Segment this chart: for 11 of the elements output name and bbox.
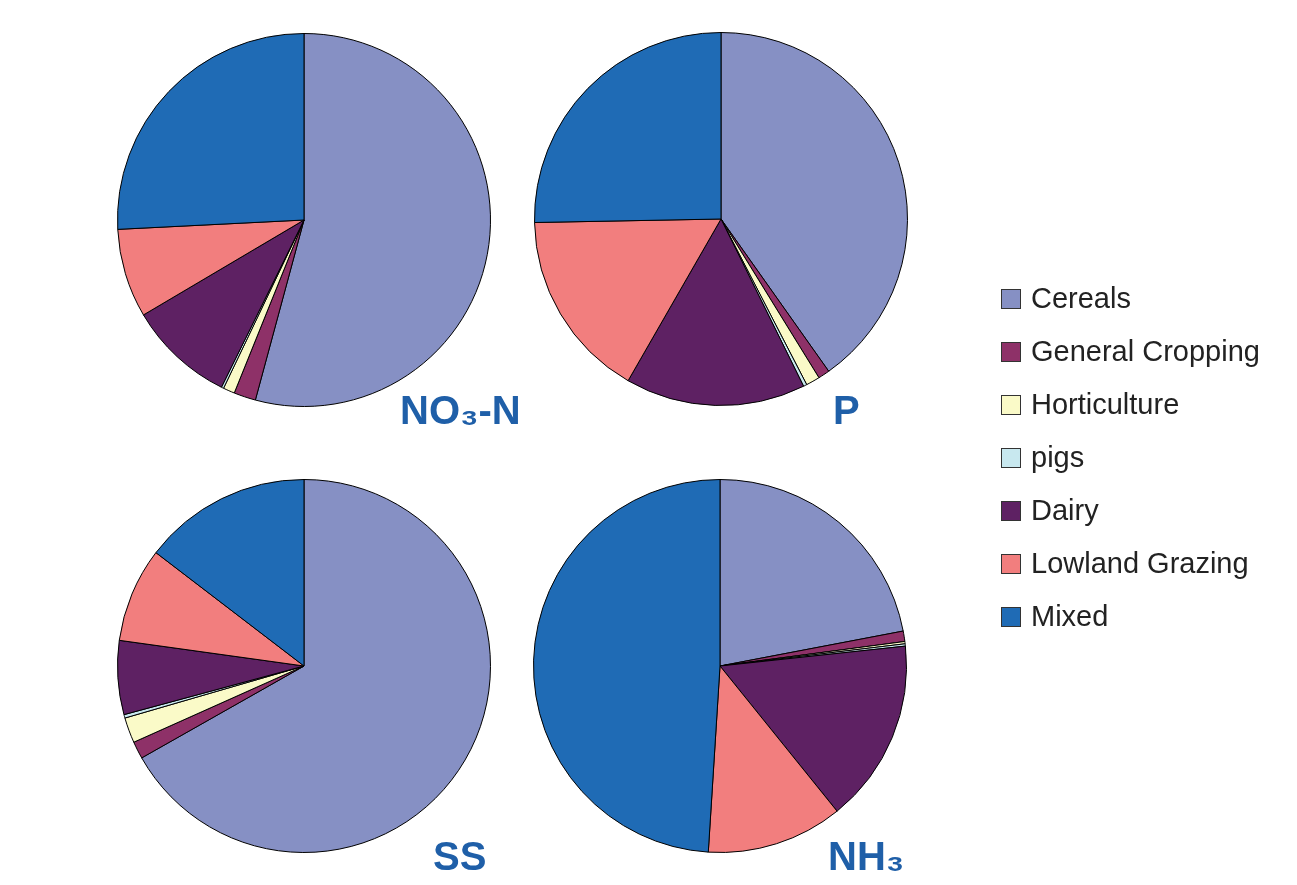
legend-label: Mixed [1031,600,1109,633]
text: P [833,388,860,433]
legend-label: Horticulture [1031,388,1180,421]
legend-label: pigs [1031,441,1085,474]
text: NO₃-N [400,388,521,433]
legend-label: Cereals [1031,282,1131,315]
text: NH₃ [828,834,905,879]
legend-label: General Cropping [1031,335,1260,368]
legend-label: Lowland Grazing [1031,547,1249,580]
legend-label: Dairy [1031,494,1099,527]
text: SS [433,834,487,879]
